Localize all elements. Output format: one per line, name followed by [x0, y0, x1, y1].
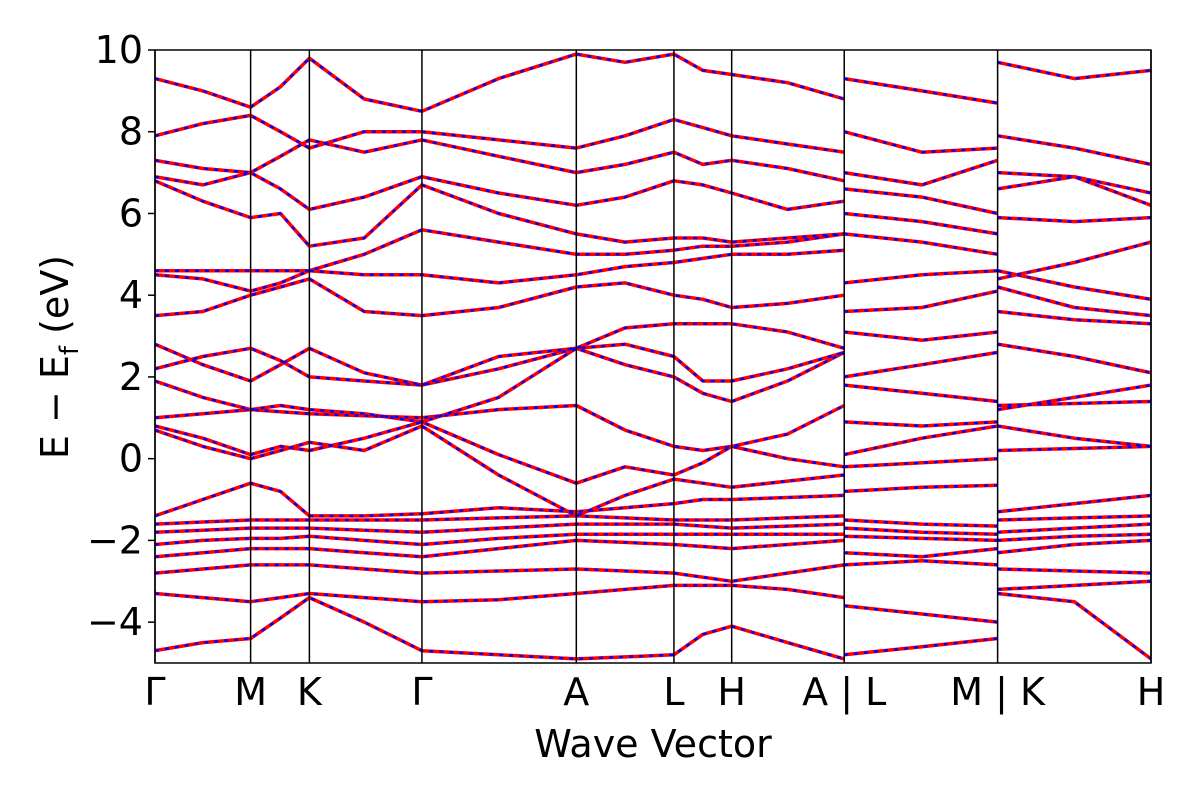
plot-lines — [155, 52, 1151, 661]
y-label-unit: (eV) — [33, 255, 77, 346]
x-axis-label: Wave Vector — [534, 722, 772, 766]
band-line — [155, 342, 1151, 387]
band-line — [155, 481, 1151, 518]
x-tick-label: M — [234, 670, 267, 714]
x-tick-label: Γ — [144, 670, 165, 714]
y-tick-label: 0 — [119, 437, 143, 481]
band-line — [155, 277, 1151, 317]
y-tick-label: −2 — [87, 518, 143, 562]
band-line — [155, 514, 1151, 528]
y-tick-label: 2 — [119, 355, 143, 399]
y-tick-label: 6 — [119, 191, 143, 235]
y-tick-label: 8 — [119, 110, 143, 154]
band-line — [155, 420, 1151, 485]
band-line — [155, 420, 1151, 485]
band-line — [155, 347, 1151, 424]
band-line — [155, 579, 1151, 624]
band-line — [155, 538, 1151, 559]
band-line — [155, 171, 1151, 215]
band-line — [155, 532, 1151, 547]
x-tick-label: A | L — [802, 670, 886, 715]
band-line — [155, 52, 1151, 113]
x-tick-label: A — [563, 670, 589, 714]
x-tick-label: K — [297, 670, 323, 714]
band-line — [155, 424, 1151, 518]
band-line — [155, 248, 1151, 301]
band-line — [155, 591, 1151, 661]
x-tick-label: M | K — [950, 670, 1046, 715]
y-label-main: E − E — [33, 355, 77, 459]
x-tick-label: H — [1137, 670, 1166, 714]
band-line — [155, 138, 1151, 195]
band-line — [155, 522, 1151, 536]
band-line — [155, 592, 1151, 661]
band-line — [155, 114, 1151, 166]
x-tick-label: L — [663, 670, 684, 714]
band-line — [155, 228, 1151, 281]
y-label-sub: f — [55, 345, 85, 355]
x-tick-label: H — [717, 670, 746, 714]
band-line — [155, 383, 1151, 453]
y-tick-label: 4 — [119, 273, 143, 317]
y-tick-label: 10 — [95, 28, 143, 72]
x-tick-label: Γ — [411, 670, 432, 714]
band-line — [155, 277, 1151, 318]
band-line — [155, 138, 1151, 195]
band-line — [155, 346, 1151, 424]
plot-frame — [154, 49, 1152, 664]
band-line — [155, 179, 1151, 248]
y-axis-label: E − Ef (eV) — [33, 255, 85, 459]
band-line — [155, 559, 1151, 584]
band-line — [155, 310, 1151, 387]
y-tick-label: −4 — [87, 600, 143, 644]
band-line — [155, 179, 1151, 248]
band-line — [155, 248, 1151, 302]
